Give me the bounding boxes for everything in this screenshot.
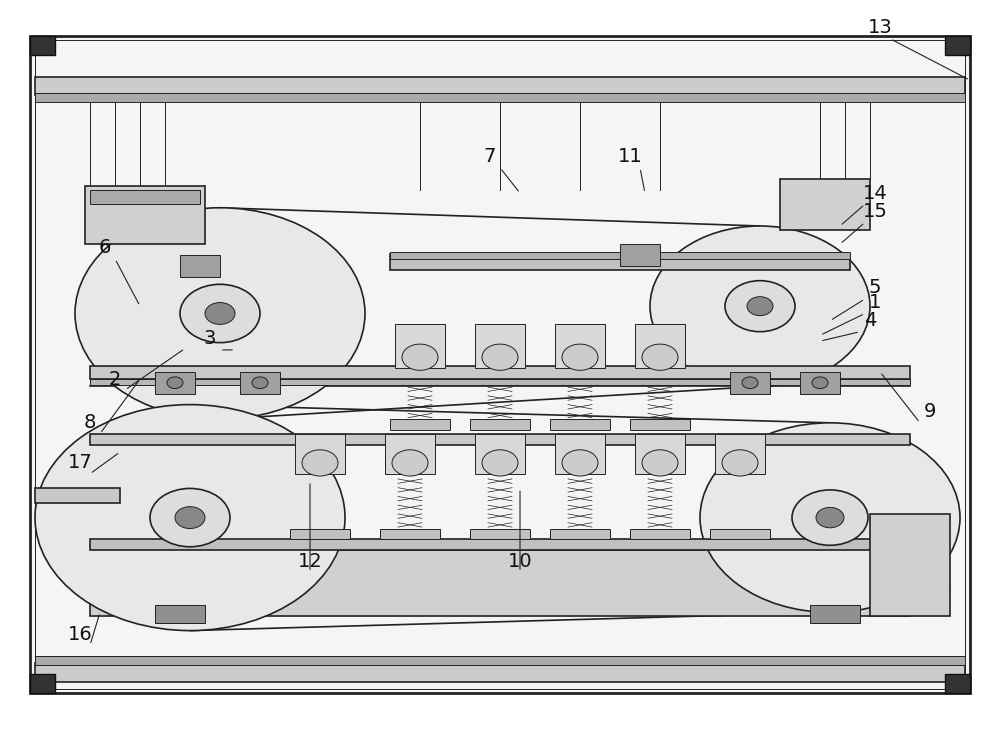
Text: 9: 9 xyxy=(924,402,936,421)
Bar xyxy=(240,372,280,394)
Bar xyxy=(30,674,55,693)
Bar xyxy=(780,179,870,230)
Circle shape xyxy=(150,488,230,547)
Circle shape xyxy=(205,303,235,324)
Bar xyxy=(395,324,445,368)
Bar xyxy=(85,186,205,244)
Circle shape xyxy=(167,377,183,389)
Text: 14: 14 xyxy=(863,184,887,203)
Circle shape xyxy=(175,507,205,529)
Bar xyxy=(90,434,910,445)
Circle shape xyxy=(816,507,844,528)
Circle shape xyxy=(482,450,518,476)
Text: 10: 10 xyxy=(508,552,532,571)
Text: 15: 15 xyxy=(863,202,887,221)
Text: 7: 7 xyxy=(484,147,496,166)
Bar xyxy=(470,419,530,430)
Text: 8: 8 xyxy=(84,413,96,432)
Bar xyxy=(550,529,610,539)
Bar xyxy=(30,36,55,55)
Bar xyxy=(180,255,220,277)
Circle shape xyxy=(812,377,828,389)
Bar xyxy=(35,40,965,689)
Bar xyxy=(35,488,120,503)
Bar xyxy=(620,244,660,266)
Circle shape xyxy=(180,284,260,343)
Text: 12: 12 xyxy=(298,552,322,571)
Bar xyxy=(90,379,910,385)
Bar xyxy=(550,419,610,430)
Bar xyxy=(945,36,970,55)
Bar xyxy=(35,663,965,682)
Circle shape xyxy=(35,405,345,631)
Circle shape xyxy=(722,450,758,476)
Circle shape xyxy=(482,344,518,370)
Bar xyxy=(730,372,770,394)
Text: 16: 16 xyxy=(68,625,92,644)
Bar xyxy=(35,77,965,95)
Circle shape xyxy=(75,208,365,419)
Bar xyxy=(35,93,965,102)
Bar xyxy=(155,605,205,623)
Bar xyxy=(630,419,690,430)
Bar xyxy=(390,419,450,430)
Bar xyxy=(380,529,440,539)
Bar xyxy=(35,656,965,665)
Circle shape xyxy=(642,450,678,476)
Bar xyxy=(90,539,910,550)
Text: 2: 2 xyxy=(109,370,121,389)
Bar xyxy=(635,434,685,474)
Circle shape xyxy=(792,490,868,545)
Bar xyxy=(945,674,970,693)
Bar xyxy=(800,372,840,394)
Circle shape xyxy=(392,450,428,476)
Text: 3: 3 xyxy=(204,330,216,348)
Bar xyxy=(870,514,950,616)
Circle shape xyxy=(725,281,795,332)
Bar xyxy=(555,434,605,474)
Circle shape xyxy=(642,344,678,370)
Bar xyxy=(475,324,525,368)
Circle shape xyxy=(650,226,870,386)
Bar xyxy=(475,434,525,474)
Circle shape xyxy=(742,377,758,389)
Text: 13: 13 xyxy=(868,18,892,37)
Text: 6: 6 xyxy=(99,238,111,257)
Bar xyxy=(385,434,435,474)
Text: 1: 1 xyxy=(869,293,881,312)
Text: 17: 17 xyxy=(68,453,92,472)
Circle shape xyxy=(252,377,268,389)
Bar xyxy=(90,550,910,616)
Bar xyxy=(290,529,350,539)
Circle shape xyxy=(700,423,960,612)
Bar xyxy=(470,529,530,539)
Bar xyxy=(710,529,770,539)
Text: 5: 5 xyxy=(869,278,881,297)
Circle shape xyxy=(747,297,773,316)
Bar xyxy=(90,366,910,379)
Circle shape xyxy=(562,450,598,476)
Bar xyxy=(390,252,850,259)
Circle shape xyxy=(562,344,598,370)
Bar xyxy=(295,434,345,474)
Bar xyxy=(715,434,765,474)
Bar xyxy=(630,529,690,539)
Bar xyxy=(635,324,685,368)
Circle shape xyxy=(402,344,438,370)
Bar xyxy=(90,190,200,204)
Text: 11: 11 xyxy=(618,147,642,166)
Bar xyxy=(810,605,860,623)
Bar xyxy=(155,372,195,394)
Text: 4: 4 xyxy=(864,311,876,330)
Circle shape xyxy=(302,450,338,476)
Bar xyxy=(390,254,850,270)
Bar xyxy=(555,324,605,368)
